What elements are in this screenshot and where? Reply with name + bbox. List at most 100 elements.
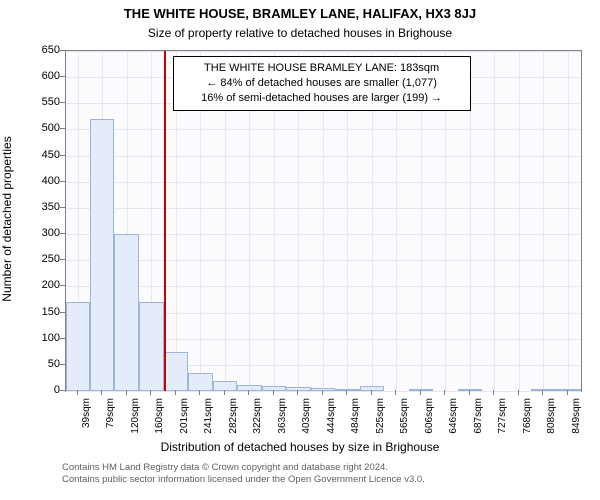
x-tick-label: 403sqm [301,398,312,448]
x-tick-mark [150,390,151,395]
histogram-bar [286,387,311,391]
x-tick-mark [567,390,568,395]
y-tick-label: 0 [30,384,60,396]
histogram-bar [458,389,482,391]
x-tick-mark [469,390,470,395]
x-tick-label: 160sqm [154,398,165,448]
x-tick-label: 444sqm [326,398,337,448]
y-tick-label: 250 [30,253,60,265]
info-box-line: 16% of semi-detached houses are larger (… [182,91,462,106]
x-tick-label: 525sqm [375,398,386,448]
x-tick-label: 565sqm [399,398,410,448]
histogram-bar [237,385,262,391]
histogram-bar [66,302,90,391]
attribution: Contains HM Land Registry data © Crown c… [62,462,600,487]
gridline-h [66,391,581,392]
x-tick-label: 241sqm [203,398,214,448]
y-tick-label: 150 [30,306,60,318]
histogram-bar [335,389,360,391]
histogram-bar [531,389,556,391]
y-tick-mark [60,390,65,391]
x-tick-mark [322,390,323,395]
y-tick-label: 450 [30,149,60,161]
y-tick-mark [60,207,65,208]
y-tick-label: 100 [30,332,60,344]
histogram-bar [164,352,188,391]
y-tick-mark [60,76,65,77]
y-axis-title: Number of detached properties [0,119,14,319]
gridline-v [494,51,495,391]
x-tick-label: 39sqm [81,398,92,448]
gridline-v [543,51,544,391]
x-tick-label: 484sqm [350,398,361,448]
x-tick-label: 768sqm [522,398,533,448]
y-tick-mark [60,259,65,260]
y-tick-label: 200 [30,279,60,291]
y-tick-label: 50 [30,358,60,370]
chart-container: THE WHITE HOUSE, BRAMLEY LANE, HALIFAX, … [0,0,600,500]
x-tick-label: 606sqm [424,398,435,448]
x-tick-label: 687sqm [473,398,484,448]
y-tick-mark [60,50,65,51]
x-tick-label: 646sqm [448,398,459,448]
y-tick-label: 350 [30,201,60,213]
y-tick-mark [60,285,65,286]
info-box-line: ← 84% of detached houses are smaller (1,… [182,76,462,91]
info-box: THE WHITE HOUSE BRAMLEY LANE: 183sqm← 84… [173,56,471,111]
x-tick-mark [126,390,127,395]
x-tick-mark [248,390,249,395]
x-tick-mark [273,390,274,395]
y-tick-label: 500 [30,122,60,134]
y-tick-mark [60,181,65,182]
x-tick-label: 79sqm [105,398,116,448]
y-tick-label: 300 [30,227,60,239]
x-tick-label: 201sqm [179,398,190,448]
x-tick-label: 282sqm [228,398,239,448]
y-tick-mark [60,102,65,103]
chart-subtitle: Size of property relative to detached ho… [0,26,600,40]
y-tick-mark [60,128,65,129]
x-tick-label: 727sqm [497,398,508,448]
x-tick-mark [224,390,225,395]
x-tick-mark [542,390,543,395]
x-tick-mark [371,390,372,395]
y-tick-label: 650 [30,44,60,56]
x-tick-mark [444,390,445,395]
y-tick-mark [60,364,65,365]
x-tick-mark [101,390,102,395]
y-tick-mark [60,155,65,156]
attribution-line-1: Contains HM Land Registry data © Crown c… [62,462,600,474]
x-tick-mark [493,390,494,395]
x-tick-label: 363sqm [277,398,288,448]
x-tick-mark [420,390,421,395]
histogram-bar [556,389,581,391]
reference-line [164,51,166,391]
histogram-bar [188,373,213,391]
x-tick-mark [175,390,176,395]
histogram-bar [114,234,138,391]
x-tick-label: 120sqm [130,398,141,448]
histogram-bar [90,119,114,391]
x-tick-mark [297,390,298,395]
x-tick-mark [395,390,396,395]
histogram-bar [139,302,164,391]
y-tick-label: 550 [30,96,60,108]
gridline-v [568,51,569,391]
x-tick-mark [518,390,519,395]
x-tick-mark [199,390,200,395]
info-box-line: THE WHITE HOUSE BRAMLEY LANE: 183sqm [182,61,462,76]
y-tick-mark [60,312,65,313]
x-tick-label: 849sqm [571,398,582,448]
y-tick-label: 600 [30,70,60,82]
y-tick-label: 400 [30,175,60,187]
y-tick-mark [60,338,65,339]
gridline-v [519,51,520,391]
plot-area: THE WHITE HOUSE BRAMLEY LANE: 183sqm← 84… [65,50,582,392]
y-tick-mark [60,233,65,234]
attribution-line-2: Contains public sector information licen… [62,474,600,486]
x-tick-mark [77,390,78,395]
x-tick-mark [346,390,347,395]
x-tick-label: 808sqm [546,398,557,448]
chart-title: THE WHITE HOUSE, BRAMLEY LANE, HALIFAX, … [0,6,600,21]
x-tick-label: 322sqm [252,398,263,448]
